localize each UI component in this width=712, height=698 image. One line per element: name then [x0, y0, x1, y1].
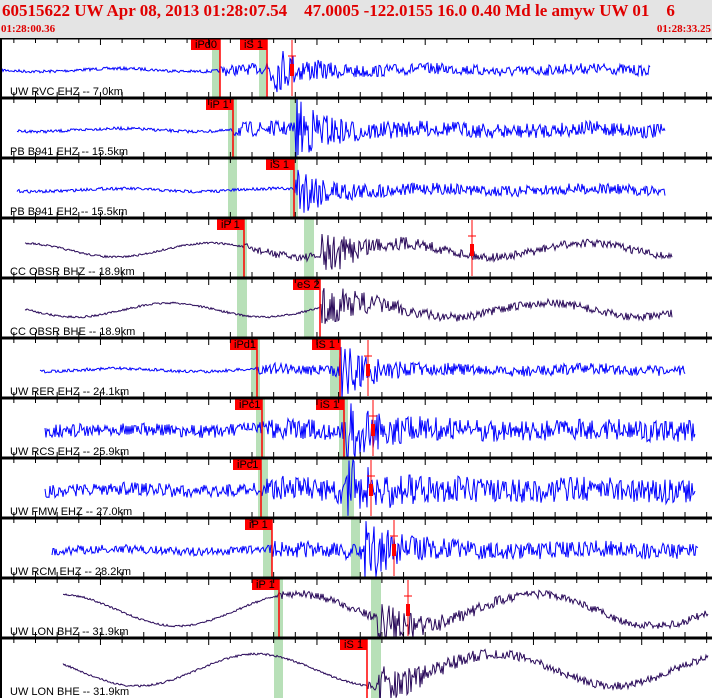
- trace-label: PB B941 EHZ -- 15.5km: [10, 146, 128, 158]
- pick-label: iS 1: [316, 339, 335, 351]
- seismogram-waveform: [24, 288, 673, 324]
- trace-label: UW RCM EHZ -- 28.2km: [10, 566, 131, 578]
- pick-window: [304, 278, 314, 338]
- pick-label: eS 2: [297, 279, 320, 291]
- pick-flag[interactable]: [235, 398, 262, 410]
- pick-window: [304, 218, 314, 278]
- trace-panel[interactable]: iP 1 UW LON BHZ -- 31.9km: [0, 572, 712, 640]
- trace-label: UW RVC EHZ -- 7.0km: [10, 86, 123, 98]
- pick-label: iPc1: [239, 399, 260, 411]
- time-start: 01:28:00.36: [1, 23, 56, 35]
- pick-window: [371, 578, 381, 638]
- pick-flag[interactable]: [293, 278, 320, 290]
- trace-panel[interactable]: iPc1 iS 1 UW RCS EHZ -- 25.9km: [0, 392, 712, 459]
- event-header: 60515622 UW Apr 08, 2013 01:28:07.54 47.…: [0, 0, 712, 38]
- pick-window: [330, 338, 339, 398]
- trace-panel[interactable]: iPd1 iS 1 UW RER EHZ -- 24.1km: [0, 332, 712, 401]
- pick-label: iS 1: [244, 39, 263, 51]
- seismogram-waveform: [62, 648, 709, 698]
- pick-label: iS 1: [344, 639, 363, 651]
- pick-label: iP 1: [221, 219, 240, 231]
- trace-label: UW LON BHZ -- 31.9km: [10, 626, 129, 638]
- pick-label: iPd0: [195, 39, 217, 51]
- pick-window: [212, 38, 220, 98]
- pick-window: [258, 458, 268, 518]
- seismogram-waveform: [16, 97, 666, 158]
- pick-window: [263, 518, 272, 578]
- pick-window: [259, 38, 266, 98]
- seismogram-waveform: [24, 233, 673, 270]
- trace-label: UW RCS EHZ -- 25.9km: [10, 446, 129, 458]
- trace-panel[interactable]: iP 1 CC OBSR BHZ -- 18.9km: [0, 212, 712, 278]
- pick-window: [237, 218, 247, 278]
- trace-label: UW RER EHZ -- 24.1km: [10, 386, 129, 398]
- coda-marker-box: [392, 544, 396, 556]
- pick-flag[interactable]: [206, 98, 233, 110]
- pick-window: [342, 458, 354, 518]
- trace-label: CC OBSR BHE -- 18.9km: [10, 326, 135, 338]
- seismogram-waveform: [16, 169, 666, 213]
- trace-label: UW LON BHE -- 31.9km: [10, 686, 129, 698]
- seismogram-waveform: [63, 589, 709, 640]
- pick-flag[interactable]: [316, 398, 344, 410]
- pick-window: [228, 158, 237, 218]
- coda-marker-box: [366, 364, 370, 376]
- pick-label: iP 1: [249, 519, 268, 531]
- trace-label: PB B941 EH2 -- 15.5km: [10, 206, 127, 218]
- pick-flag[interactable]: [230, 338, 257, 350]
- trace-panel[interactable]: iPd0 iS 1 UW RVC EHZ -- 7.0km: [0, 38, 712, 98]
- trace-label: UW FMW EHZ -- 27.0km: [10, 506, 132, 518]
- trace-panel[interactable]: iPc1 UW FMW EHZ -- 27.0km: [0, 452, 712, 518]
- pick-label: iS 1: [320, 399, 339, 411]
- pick-flag[interactable]: [191, 38, 220, 50]
- pick-label: iPc1: [237, 459, 258, 471]
- trace-label: CC OBSR BHZ -- 18.9km: [10, 266, 135, 278]
- seismogram-waveform: [51, 521, 699, 579]
- pick-flag[interactable]: [233, 458, 261, 470]
- pick-window: [237, 278, 247, 338]
- coda-marker-box: [470, 244, 474, 256]
- pick-flag[interactable]: [312, 338, 340, 350]
- seismogram-waveform: [1, 51, 651, 93]
- time-end: 01:28:33.25: [656, 23, 711, 35]
- pick-label: iP 1: [256, 579, 275, 591]
- coda-marker-box: [406, 604, 410, 616]
- trace-panel[interactable]: iS 1 UW LON BHE -- 31.9km: [0, 632, 712, 698]
- pick-window: [371, 638, 381, 698]
- coda-marker-box: [290, 64, 294, 76]
- pick-flag[interactable]: [266, 158, 294, 170]
- trace-panels[interactable]: iPd0 iS 1 UW RVC EHZ -- 7.0km iP 1 PB B941 E…: [0, 38, 712, 698]
- pick-label: iP 1: [210, 99, 229, 111]
- trace-panel[interactable]: iP 1 PB B941 EHZ -- 15.5km: [0, 92, 712, 158]
- pick-window: [290, 98, 298, 158]
- pick-label: iS 1: [270, 159, 289, 171]
- coda-marker-box: [369, 484, 373, 496]
- pick-flag[interactable]: [240, 38, 267, 50]
- trace-panel[interactable]: iS 1 PB B941 EH2 -- 15.5km: [0, 152, 712, 218]
- pick-window: [274, 638, 283, 698]
- trace-panel[interactable]: iP 1 UW RCM EHZ -- 28.2km: [0, 512, 712, 579]
- seismogram-waveform: [44, 403, 696, 459]
- coda-marker-box: [371, 424, 375, 436]
- seismogram-waveform: [39, 347, 686, 401]
- event-title: 60515622 UW Apr 08, 2013 01:28:07.54 47.…: [2, 1, 675, 20]
- pick-flag[interactable]: [217, 218, 244, 230]
- trace-panel[interactable]: eS 2 CC OBSR BHE -- 18.9km: [0, 272, 712, 338]
- pick-flag[interactable]: [252, 578, 279, 590]
- pick-label: iPd1: [234, 339, 256, 351]
